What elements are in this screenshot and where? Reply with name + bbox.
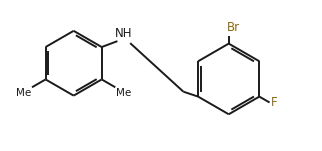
Text: Br: Br xyxy=(227,21,240,34)
Text: Me: Me xyxy=(16,88,31,98)
Text: Me: Me xyxy=(116,88,131,98)
Text: F: F xyxy=(270,96,277,109)
Text: NH: NH xyxy=(115,27,132,40)
